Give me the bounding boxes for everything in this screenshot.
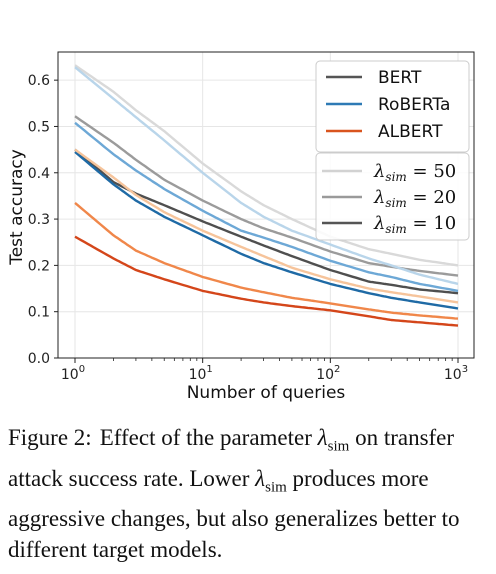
caption-lambda-sub-1: sim — [327, 438, 350, 455]
series-line: BERT, λsim = 50 — [74, 64, 459, 267]
ticks: 0.0 0.1 0.2 0.3 0.4 0.5 0.6 100 101 102 103 — [28, 73, 468, 383]
caption-lambda-2: λ — [255, 465, 266, 491]
figure-caption: Figure 2: Effect of the parameter λsim on… — [8, 422, 486, 565]
series-line: BERT, λsim = 20 — [74, 115, 459, 277]
y-tick-label: 0.6 — [28, 73, 50, 89]
legend-label: BERT — [378, 68, 422, 88]
legend-label: λsim = 50 — [373, 161, 456, 184]
y-tick-label: 0.2 — [28, 258, 50, 274]
legend-label: ALBERT — [378, 122, 443, 142]
y-tick-label: 0.3 — [28, 212, 50, 228]
y-tick-label: 0.4 — [28, 166, 50, 182]
legend-label: λsim = 20 — [373, 187, 456, 210]
series-line: RoBERTa, λsim = 50 — [74, 66, 459, 286]
caption-lambda-1: λ — [317, 425, 328, 450]
chart: BERT, λsim = 50BERT, λsim = 20BERT, λsim… — [7, 51, 475, 403]
y-tick-label: 0.0 — [28, 351, 50, 367]
series-line: ALBERT, λsim = 10 — [74, 235, 459, 327]
x-tick-label: 102 — [316, 364, 340, 383]
series-line: RoBERTa, λsim = 20 — [74, 121, 459, 293]
legend-models: BERT RoBERTa ALBERT — [315, 60, 470, 153]
series-line: RoBERTa, λsim = 10 — [74, 150, 459, 310]
x-axis-label: Number of queries — [187, 383, 346, 403]
caption-text-2: on transfer attack success rate. Lower — [8, 425, 455, 491]
caption-lambda-sub-2: sim — [265, 479, 287, 496]
legend-lambdas-frame — [315, 152, 470, 241]
legend-label: λsim = 10 — [373, 213, 456, 236]
plot-frame — [57, 51, 475, 359]
x-tick-label: 100 — [61, 364, 85, 383]
series-group: BERT, λsim = 50BERT, λsim = 20BERT, λsim… — [74, 64, 459, 327]
x-tick-label: 103 — [444, 364, 468, 383]
y-axis-label: Test accuracy — [7, 149, 27, 266]
caption-label: Figure 2: — [8, 425, 92, 450]
caption-text-3: produces more aggressive changes, but al… — [8, 465, 460, 563]
series-line: ALBERT, λsim = 20 — [74, 201, 459, 320]
legend-models-frame — [315, 60, 470, 153]
y-tick-label: 0.1 — [28, 305, 50, 321]
y-tick-label: 0.5 — [28, 119, 50, 135]
series-line: ALBERT, λsim = 50 — [74, 148, 459, 304]
legend-lambdas: λsim = 50 λsim = 20 λsim = 10 — [315, 152, 470, 241]
x-tick-label: 101 — [189, 364, 213, 383]
legend-label: RoBERTa — [378, 95, 450, 115]
caption-text-1: Effect of the parameter — [99, 425, 318, 450]
